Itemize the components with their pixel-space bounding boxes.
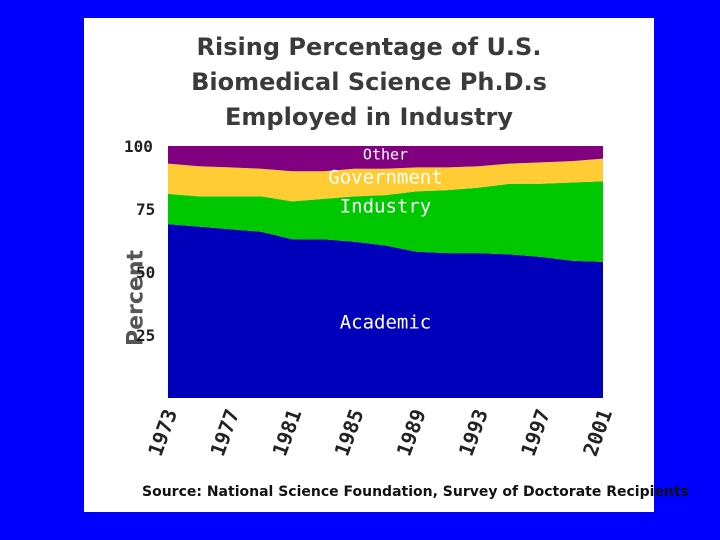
- x-tick-1997: 1997: [516, 406, 555, 459]
- label-industry: Industry: [340, 195, 432, 217]
- x-tick-1989: 1989: [392, 406, 431, 459]
- source-note: Source: National Science Foundation, Sur…: [142, 484, 689, 500]
- y-tick-100: 100: [124, 137, 153, 156]
- area-industry: [168, 181, 603, 262]
- title-line-1: Rising Percentage of U.S.: [196, 33, 542, 61]
- y-tick-50: 50: [136, 263, 155, 282]
- y-tick-25: 25: [136, 326, 155, 345]
- y-tick-75: 75: [136, 200, 155, 219]
- chart-panel: Rising Percentage of U.S. Biomedical Sci…: [84, 18, 689, 512]
- title-line-2: Biomedical Science Ph.D.s: [191, 68, 547, 96]
- area-government: [168, 158, 603, 202]
- area-other: [168, 146, 603, 172]
- label-academic: Academic: [340, 311, 432, 333]
- area-academic: [168, 224, 603, 398]
- label-other: Other: [363, 146, 408, 164]
- label-government: Government: [328, 167, 442, 189]
- chart-title: Rising Percentage of U.S. Biomedical Sci…: [84, 30, 654, 135]
- title-line-3: Employed in Industry: [225, 103, 513, 131]
- x-tick-1993: 1993: [454, 406, 493, 459]
- x-tick-1973: 1973: [143, 406, 182, 459]
- x-tick-2001: 2001: [578, 406, 617, 459]
- x-tick-1981: 1981: [267, 406, 306, 459]
- stacked-area-chart: Academic Industry Government Other 100 75 50 25…: [124, 137, 617, 459]
- x-tick-1977: 1977: [205, 406, 244, 459]
- x-tick-1985: 1985: [330, 406, 369, 459]
